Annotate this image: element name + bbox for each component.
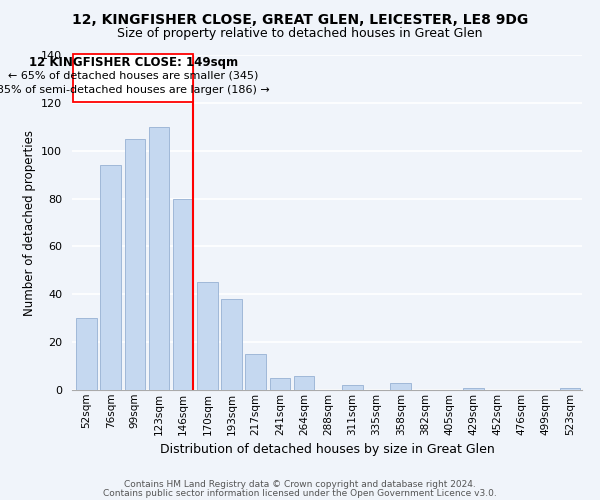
Bar [391, 383, 411, 390]
Bar [100, 165, 121, 390]
Bar [149, 127, 169, 390]
X-axis label: Distribution of detached houses by size in Great Glen: Distribution of detached houses by size … [160, 443, 494, 456]
Text: Contains HM Land Registry data © Crown copyright and database right 2024.: Contains HM Land Registry data © Crown c… [124, 480, 476, 489]
Bar [173, 198, 193, 390]
Text: 35% of semi-detached houses are larger (186) →: 35% of semi-detached houses are larger (… [0, 84, 270, 94]
Bar [560, 388, 580, 390]
Text: ← 65% of detached houses are smaller (345): ← 65% of detached houses are smaller (34… [8, 70, 259, 81]
Bar [463, 388, 484, 390]
Bar [221, 299, 242, 390]
Text: 12, KINGFISHER CLOSE, GREAT GLEN, LEICESTER, LE8 9DG: 12, KINGFISHER CLOSE, GREAT GLEN, LEICES… [72, 12, 528, 26]
Text: Contains public sector information licensed under the Open Government Licence v3: Contains public sector information licen… [103, 489, 497, 498]
Bar [197, 282, 218, 390]
Text: Size of property relative to detached houses in Great Glen: Size of property relative to detached ho… [117, 28, 483, 40]
Bar [269, 378, 290, 390]
Bar [125, 138, 145, 390]
Bar [245, 354, 266, 390]
Bar [294, 376, 314, 390]
Text: 12 KINGFISHER CLOSE: 149sqm: 12 KINGFISHER CLOSE: 149sqm [29, 56, 238, 68]
Y-axis label: Number of detached properties: Number of detached properties [23, 130, 35, 316]
Bar [76, 318, 97, 390]
FancyBboxPatch shape [73, 54, 193, 102]
Bar [342, 385, 362, 390]
